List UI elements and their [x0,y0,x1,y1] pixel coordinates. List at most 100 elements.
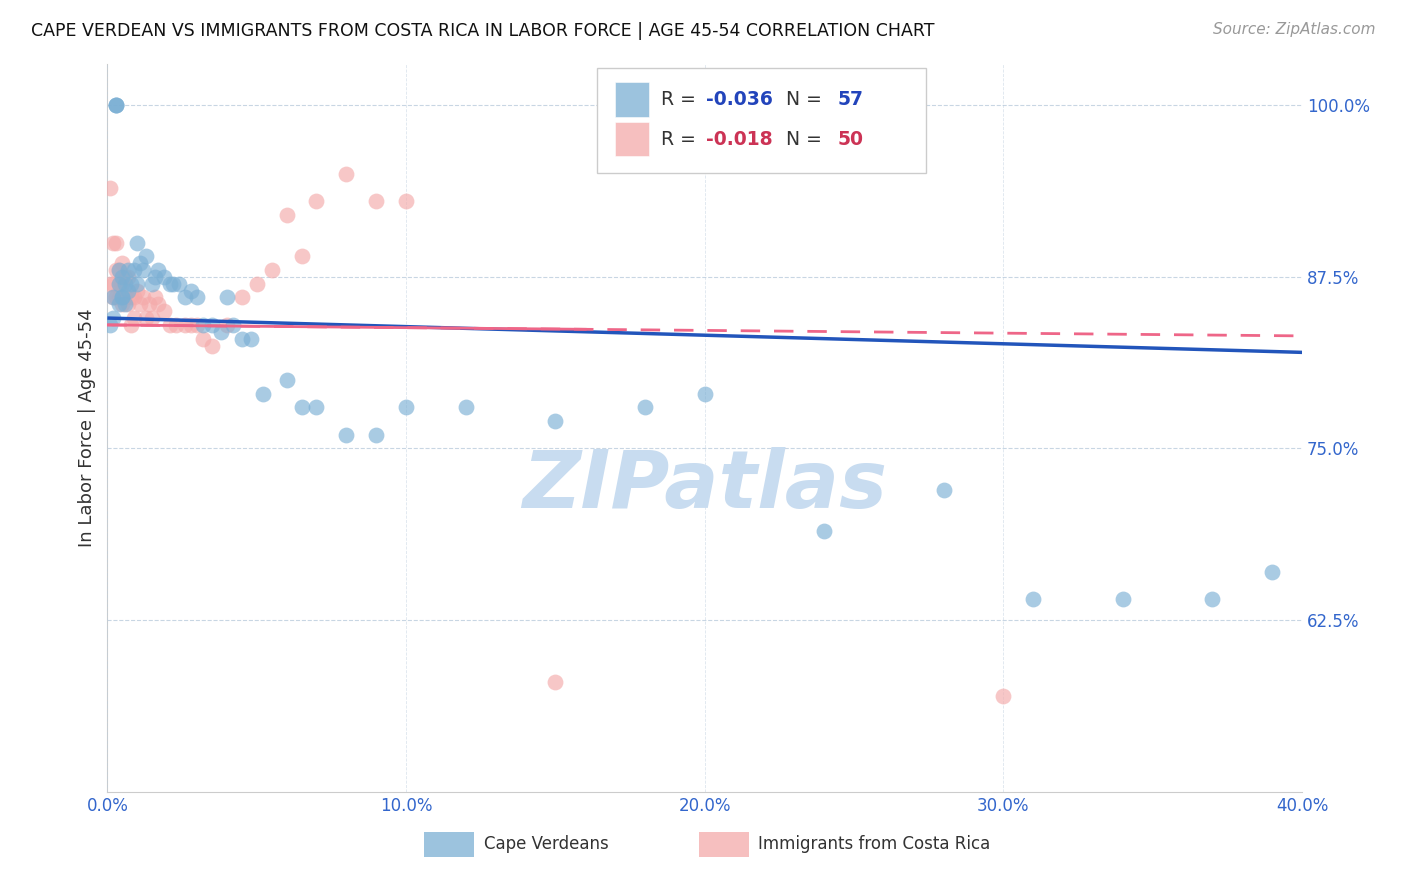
Point [111,256,134,270]
Point [1201,592,1223,607]
Point [117,297,139,311]
Point [122,290,145,304]
Point [1261,565,1284,579]
Text: 57: 57 [838,90,863,109]
Point [117,263,139,277]
Point [138,297,160,311]
Point [993,689,1015,703]
Point [105,98,128,112]
Y-axis label: In Labor Force | Age 45-54: In Labor Force | Age 45-54 [79,309,96,547]
Point [103,290,125,304]
Point [146,297,169,311]
Point [120,318,142,332]
Point [290,249,312,263]
Point [129,256,152,270]
Point [153,304,176,318]
Point [165,318,187,332]
Point [141,311,163,326]
Point [201,338,224,352]
Text: Immigrants from Costa Rica: Immigrants from Costa Rica [758,835,991,853]
Text: CAPE VERDEAN VS IMMIGRANTS FROM COSTA RICA IN LABOR FORCE | AGE 45-54 CORRELATIO: CAPE VERDEAN VS IMMIGRANTS FROM COSTA RI… [31,22,935,40]
Point [366,427,388,442]
Point [454,401,477,415]
Point [222,318,245,332]
Point [246,277,269,291]
Point [114,290,136,304]
Text: N =: N = [768,90,828,109]
FancyBboxPatch shape [425,832,474,857]
Point [634,401,657,415]
Point [114,297,136,311]
Point [276,373,298,387]
Point [120,290,142,304]
Point [209,325,232,339]
Point [191,318,214,332]
Point [290,401,312,415]
Point [127,235,149,250]
Point [111,290,134,304]
Point [114,277,136,291]
Point [186,318,208,332]
Point [174,290,197,304]
Point [135,249,157,263]
Point [117,269,139,284]
Point [167,277,190,291]
Point [114,269,136,284]
Text: Cape Verdeans: Cape Verdeans [484,835,609,853]
Point [159,277,181,291]
Point [98,318,121,332]
Point [103,235,125,250]
Point [108,297,131,311]
Point [239,332,262,346]
Point [180,284,202,298]
Point [366,194,388,209]
Point [276,208,298,222]
Point [129,297,152,311]
Point [122,263,145,277]
Point [932,483,955,497]
Point [544,414,567,428]
Point [146,263,169,277]
Point [111,269,134,284]
Point [252,386,274,401]
Text: -0.036: -0.036 [706,90,773,109]
Point [105,235,128,250]
Point [143,290,166,304]
Point [108,263,131,277]
Point [117,284,139,298]
Point [693,386,716,401]
Point [174,318,197,332]
Point [162,277,184,291]
Point [215,318,238,332]
Point [122,311,145,326]
Point [132,263,155,277]
Text: ZIPatlas: ZIPatlas [522,447,887,525]
Point [186,290,208,304]
Point [103,311,125,326]
Point [335,167,357,181]
Text: -0.018: -0.018 [706,129,772,148]
Point [231,332,253,346]
Point [111,290,134,304]
Point [260,263,283,277]
Point [180,318,202,332]
Point [135,311,157,326]
Point [143,269,166,284]
Point [813,524,835,538]
Point [231,290,253,304]
Point [105,98,128,112]
Point [159,318,181,332]
Point [111,277,134,291]
Point [335,427,357,442]
Point [103,277,125,291]
Point [305,401,328,415]
Point [544,674,567,689]
Point [103,290,125,304]
FancyBboxPatch shape [598,68,925,173]
Point [127,277,149,291]
Point [120,277,142,291]
Point [105,98,128,112]
Point [395,194,418,209]
Text: Source: ZipAtlas.com: Source: ZipAtlas.com [1212,22,1375,37]
Text: R =: R = [661,129,702,148]
